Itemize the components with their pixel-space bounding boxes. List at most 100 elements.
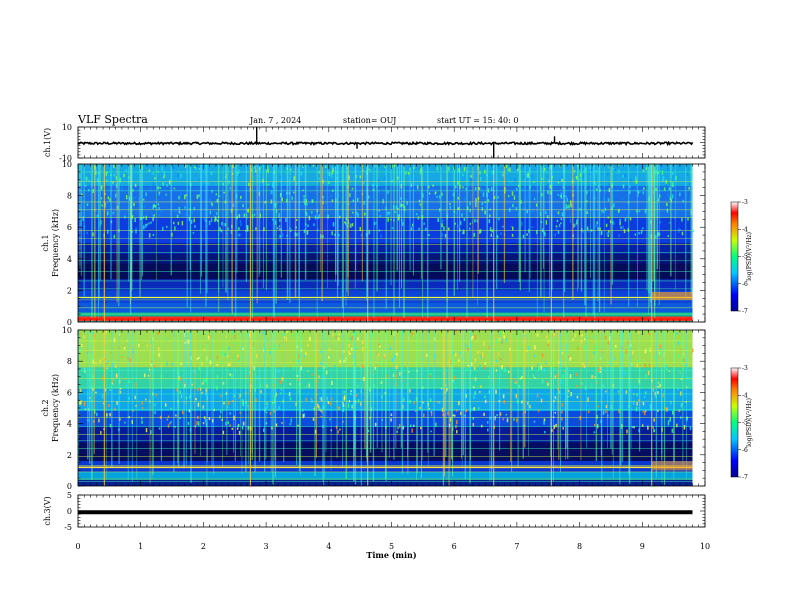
spectrogram-speckle xyxy=(225,421,227,426)
spectrogram-speckle xyxy=(479,390,481,393)
spectrogram-speckle xyxy=(567,389,570,393)
spectrogram-speckle xyxy=(526,209,528,214)
spectrogram-speckle xyxy=(181,410,184,415)
spectrogram-speckle xyxy=(387,214,390,218)
spectrogram-speckle xyxy=(128,380,131,384)
spectrogram-speckle xyxy=(460,411,462,415)
spectrogram-speckle xyxy=(489,227,492,232)
spectrogram-speckle xyxy=(438,199,440,204)
colorbar-tick-label: -5 xyxy=(742,254,748,261)
spectrogram-speckle xyxy=(643,395,646,399)
spectrogram-speckle xyxy=(113,173,116,177)
spectrogram-speckle xyxy=(250,168,253,172)
spectrogram-speckle xyxy=(274,220,277,225)
spectrogram-ytick-label: 10 xyxy=(62,326,72,335)
spectrogram-speckle xyxy=(472,417,475,420)
spectrogram-speckle xyxy=(255,354,258,359)
spectrogram-speckle xyxy=(105,171,107,175)
spectrogram-speckle xyxy=(119,390,122,394)
spectrogram-speckle xyxy=(637,360,639,363)
spectrogram-speckle xyxy=(235,194,238,199)
spectrogram-speckle xyxy=(145,192,147,197)
spectrogram-speckle xyxy=(661,179,664,183)
spectrogram-speckle xyxy=(306,384,308,388)
spectrogram-speckle xyxy=(92,387,94,392)
spectrogram-speckle xyxy=(689,426,692,431)
spectrogram-speckle xyxy=(267,169,269,173)
spectrogram-speckle xyxy=(267,183,269,186)
spectrogram-speckle xyxy=(644,410,647,412)
spectrogram-speckle xyxy=(533,198,536,200)
spectrogram-speckle xyxy=(325,365,328,368)
spectrogram-speckle xyxy=(521,375,523,379)
spectrogram-speckle xyxy=(132,189,134,192)
spectrogram-speckle xyxy=(502,225,504,228)
spectrogram-speckle xyxy=(238,233,241,237)
spectrogram-speckle xyxy=(531,366,533,370)
spectrogram-speckle xyxy=(583,364,586,369)
spectrogram-speckle xyxy=(331,165,334,169)
spectrogram-speckle xyxy=(263,346,265,351)
spectrogram-speckle xyxy=(408,370,410,373)
spectrogram-speckle xyxy=(338,233,340,237)
spectrogram-speckle xyxy=(141,401,143,405)
spectrogram-speckle xyxy=(160,209,162,213)
spectrogram-speckle xyxy=(320,234,322,239)
spectrogram-speckle xyxy=(277,368,280,374)
spectrogram-speckle xyxy=(350,216,352,219)
spectrogram-speckle xyxy=(113,182,116,185)
spectrogram-speckle xyxy=(387,211,389,216)
spectrogram-speckle xyxy=(483,366,485,370)
spectrogram-speckle xyxy=(152,234,155,236)
spectrogram-speckle xyxy=(526,349,528,353)
spectrogram-speckle xyxy=(143,373,146,378)
spectrogram-speckle xyxy=(308,384,311,388)
spectrogram-speckle xyxy=(490,233,493,237)
spectrogram-speckle xyxy=(178,210,181,214)
spectrogram-speckle xyxy=(362,177,364,182)
spectrogram-speckle xyxy=(408,165,411,168)
spectrogram-speckle xyxy=(595,223,598,228)
spectrogram-speckle xyxy=(641,424,644,427)
spectrogram-speckle xyxy=(179,377,181,381)
spectrogram-speckle xyxy=(135,375,137,378)
spectrogram-speckle xyxy=(242,347,244,350)
spectrogram-speckle xyxy=(655,188,657,191)
spectrogram-speckle xyxy=(150,221,152,224)
spectrogram-speckle xyxy=(585,200,588,203)
colorbar-label: log(PSD)(V²/Hz) xyxy=(746,232,753,281)
ch3-ytick-label: 0 xyxy=(67,507,72,516)
spectrogram-speckle xyxy=(541,353,544,358)
spectrogram-speckle xyxy=(337,337,340,341)
spectrogram-speckle xyxy=(387,190,389,194)
spectrogram-speckle xyxy=(581,382,583,385)
spectrogram-speckle xyxy=(344,221,346,224)
spectrogram-speckle xyxy=(198,194,200,198)
spectrogram-speckle xyxy=(328,181,330,184)
colorbar-tick-label: -5 xyxy=(742,420,748,427)
spectrogram-speckle xyxy=(280,388,283,391)
spectrogram-speckle xyxy=(599,371,602,373)
spectrogram-speckle xyxy=(158,427,161,430)
spectrogram-speckle xyxy=(502,171,505,174)
spectrogram-speckle xyxy=(680,416,682,419)
spectrogram-speckle xyxy=(106,211,109,216)
spectrogram-speckle xyxy=(403,397,405,402)
spectrogram-speckle xyxy=(676,331,678,336)
spectrogram-speckle xyxy=(278,181,281,186)
spectrogram-speckle xyxy=(205,377,207,383)
spectrogram-speckle xyxy=(470,175,472,178)
spectrogram-speckle xyxy=(281,197,283,202)
spectrogram-speckle xyxy=(331,380,333,386)
spectrogram-speckle xyxy=(310,201,312,204)
spectrogram-speckle xyxy=(671,428,674,433)
spectrogram-speckle xyxy=(243,213,245,218)
spectrogram-speckle xyxy=(540,398,543,403)
spectrogram-speckle xyxy=(208,359,210,362)
spectrogram-speckle xyxy=(665,184,668,186)
spectrogram-speckle xyxy=(357,399,360,403)
spectrogram-speckle xyxy=(349,193,351,197)
spectrogram-speckle xyxy=(309,336,311,342)
spectrogram-speckle xyxy=(454,222,457,225)
spectrogram-speckle xyxy=(488,346,490,350)
